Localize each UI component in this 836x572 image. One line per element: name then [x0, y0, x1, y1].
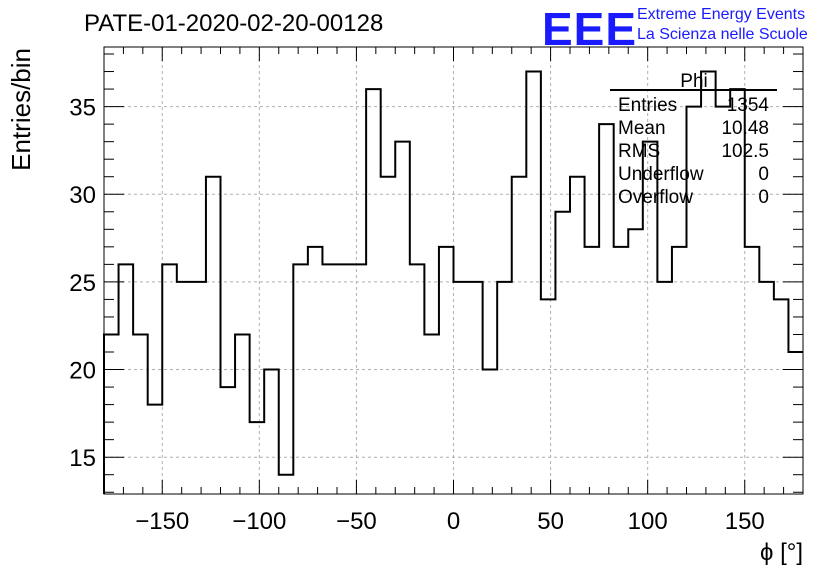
histogram-bin — [322, 264, 337, 494]
histogram-bin — [774, 299, 789, 494]
histogram-bin — [454, 282, 469, 494]
x-tick-label: 50 — [537, 508, 564, 535]
histogram-bin — [788, 352, 803, 494]
x-tick-label: 100 — [628, 508, 668, 535]
stats-row-label: Entries — [618, 95, 677, 116]
stats-row-value: 1354 — [727, 95, 770, 116]
histogram-bin — [381, 177, 396, 494]
histogram-bin — [599, 124, 614, 494]
stats-row-value: 0 — [758, 164, 769, 185]
y-axis-label: Entries/bin — [6, 48, 36, 171]
histogram-bin — [104, 334, 119, 494]
histogram-bin — [424, 334, 439, 494]
histogram-bin — [206, 177, 221, 494]
stats-row-label: Underflow — [618, 164, 704, 185]
y-tick-label: 20 — [69, 358, 96, 385]
histogram-bin — [701, 72, 716, 494]
histogram-bin — [293, 264, 308, 494]
x-tick-label: −100 — [232, 508, 286, 535]
histogram-bin — [512, 177, 527, 494]
histogram-bin — [526, 72, 541, 494]
histogram-bin — [337, 264, 352, 494]
histogram-bin — [264, 370, 279, 494]
logo-subtitle-line1: Extreme Energy Events — [637, 6, 806, 23]
stats-row-value: 0 — [758, 187, 769, 208]
histogram-bin — [191, 282, 206, 494]
logo-subtitle-line2: La Scienza nelle Scuole — [637, 26, 808, 43]
histogram-series — [103, 70, 803, 494]
histogram-bin — [555, 212, 570, 494]
histogram-bin — [628, 229, 643, 494]
x-tick-label: −50 — [336, 508, 377, 535]
histogram-bin — [119, 264, 134, 494]
y-tick-label: 30 — [69, 182, 96, 209]
x-axis-label: ϕ [°] — [760, 539, 803, 566]
histogram-bin — [759, 282, 774, 494]
histogram-bin — [366, 89, 381, 494]
y-tick-label: 35 — [69, 95, 96, 122]
y-tick-label: 25 — [69, 270, 96, 297]
histogram-bin — [497, 282, 512, 494]
x-tick-label: −150 — [135, 508, 189, 535]
stats-row-label: Mean — [618, 118, 666, 139]
stats-box-title: Phi — [680, 71, 707, 92]
histogram-bin — [177, 282, 192, 494]
stats-row-value: 102.5 — [721, 141, 769, 162]
histogram-bin — [250, 422, 265, 494]
histogram-bin — [133, 334, 148, 494]
histogram-bin — [235, 334, 250, 494]
histogram-bin — [148, 405, 163, 494]
x-tick-label: 0 — [447, 508, 460, 535]
eee-logo: EEE — [542, 3, 638, 55]
y-tick-label: 15 — [69, 445, 96, 472]
histogram-bin — [483, 370, 498, 494]
histogram-bin — [570, 177, 585, 494]
histogram-bin — [716, 107, 731, 494]
histogram-bin — [221, 387, 236, 494]
histogram-bin — [468, 282, 483, 494]
histogram-bin — [541, 299, 556, 494]
histogram-bin — [395, 142, 410, 494]
x-tick-label: 150 — [725, 508, 765, 535]
stats-row-label: RMS — [618, 141, 660, 162]
histogram-bin — [162, 264, 177, 494]
chart-title: PATE-01-2020-02-20-00128 — [84, 10, 384, 37]
histogram-bin — [410, 264, 425, 494]
stats-row-value: 10.48 — [721, 118, 769, 139]
stats-row-label: Overflow — [618, 187, 693, 208]
histogram-bin — [279, 475, 294, 494]
histogram-bin — [657, 282, 672, 494]
histogram-bin — [352, 264, 367, 494]
